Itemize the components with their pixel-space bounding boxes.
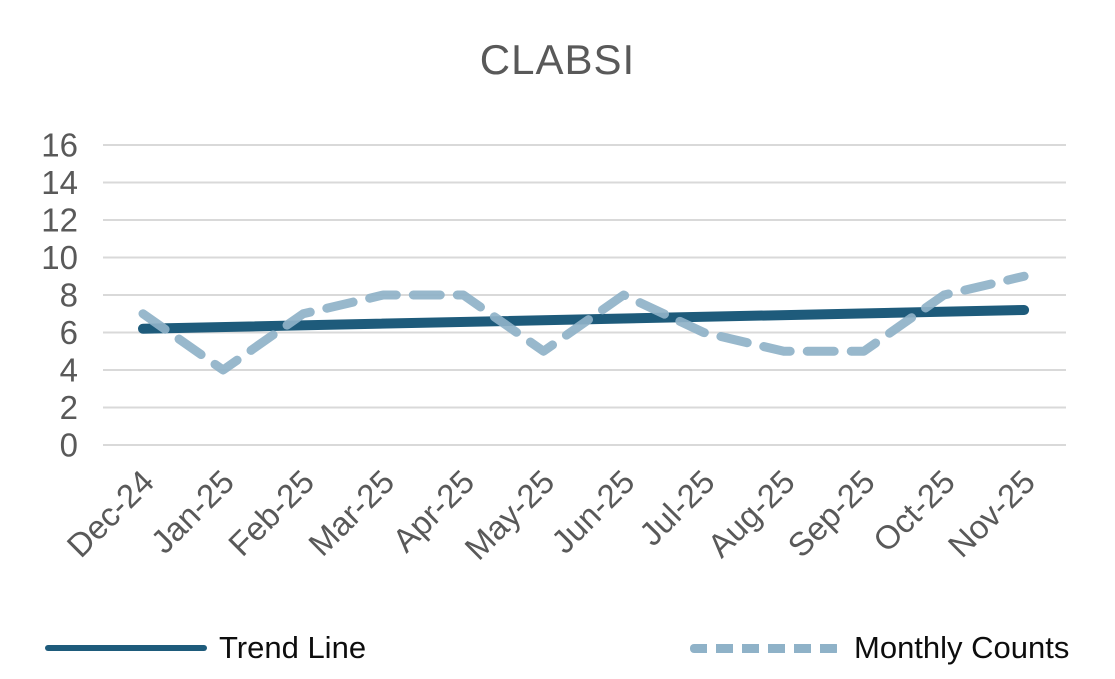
y-tick-label: 2: [60, 389, 78, 426]
x-tick-label: Jan-25: [144, 463, 242, 561]
x-tick-label: Feb-25: [221, 463, 321, 563]
x-tick-label: Sep-25: [780, 463, 881, 564]
gridlines: [103, 144, 1066, 446]
y-tick-label: 10: [41, 239, 78, 276]
y-tick-label: 16: [41, 127, 78, 164]
x-axis-labels: Dec-24Jan-25Feb-25Mar-25Apr-25May-25Jun-…: [60, 463, 1042, 567]
chart-title: CLABSI: [479, 36, 636, 83]
legend: Trend Line Monthly Counts: [0, 626, 1115, 670]
legend-label-trend-line: Trend Line: [219, 630, 367, 665]
y-tick-label: 0: [60, 427, 78, 464]
x-tick-label: Aug-25: [700, 463, 801, 564]
y-tick-label: 14: [41, 164, 78, 201]
y-tick-label: 4: [60, 352, 78, 389]
legend-item-trend-line: Trend Line: [45, 626, 366, 670]
x-tick-label: Mar-25: [301, 463, 401, 563]
y-tick-label: 8: [60, 277, 78, 314]
legend-label-monthly-counts: Monthly Counts: [854, 630, 1070, 665]
x-tick-label: Dec-24: [60, 463, 161, 564]
y-tick-label: 12: [41, 202, 78, 239]
trend-line-swatch-icon: [45, 645, 207, 651]
legend-item-monthly-counts: Monthly Counts: [690, 626, 1069, 670]
plot-area: 0246810121416Dec-24Jan-25Feb-25Mar-25Apr…: [41, 127, 1066, 567]
x-tick-label: Nov-25: [941, 463, 1042, 564]
monthly-counts-swatch-icon: [690, 643, 840, 653]
x-tick-label: Jun-25: [544, 463, 642, 561]
monthly-counts-line: [138, 271, 1029, 375]
y-tick-label: 6: [60, 314, 78, 351]
x-tick-label: May-25: [457, 463, 561, 567]
